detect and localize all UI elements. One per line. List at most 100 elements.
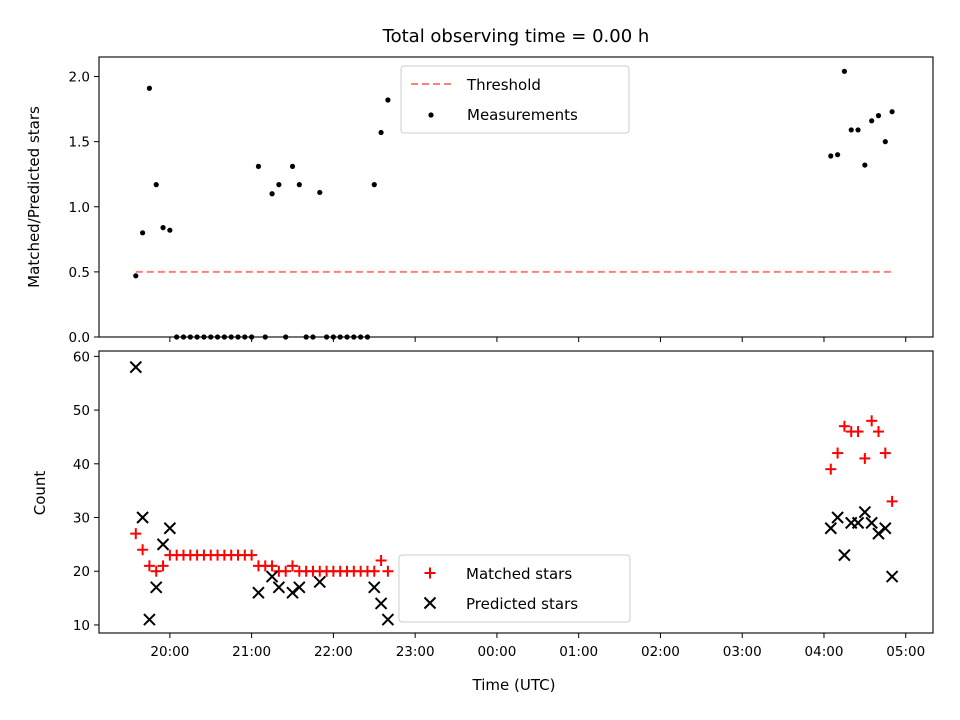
predicted-point <box>293 581 306 594</box>
matched-point <box>872 426 884 438</box>
measurement-point <box>371 182 377 188</box>
predicted-point <box>265 570 279 583</box>
predicted-point <box>374 597 388 610</box>
measurement-point <box>385 97 391 103</box>
legend-predicted-label: Predicted stars <box>466 595 578 613</box>
measurement-point <box>140 230 146 236</box>
predicted-point <box>368 581 381 594</box>
measurement-point <box>889 109 895 115</box>
matched-point <box>375 554 387 566</box>
measurement-point <box>296 182 302 188</box>
predicted-point <box>129 360 143 374</box>
predicted-point <box>838 548 851 562</box>
ratio-y-axis-label: Matched/Predicted stars <box>25 106 43 288</box>
count-x-ticks: 20:00 21:00 22:00 23:00 00:00 01:00 02:00 03:00… <box>150 633 925 660</box>
x-tick-label: 00:00 <box>477 644 516 660</box>
predicted-point <box>156 538 170 551</box>
predicted-point <box>824 522 838 535</box>
x-tick-label: 04:00 <box>805 644 844 660</box>
x-tick-label: 21:00 <box>232 644 271 660</box>
matched-point <box>280 565 292 577</box>
ratio-panel-frame <box>98 56 934 338</box>
ratio-legend-frame <box>400 65 630 134</box>
legend-matched-marker <box>424 567 436 579</box>
y-tick-label: 2.0 <box>69 70 90 86</box>
measurement-point <box>160 225 166 231</box>
predicted-point <box>851 516 865 530</box>
measurement-point <box>828 153 834 159</box>
predicted-point <box>879 522 892 535</box>
legend-measurements-label: Measurements <box>467 106 578 124</box>
legend-matched-label: Matched stars <box>466 565 572 583</box>
predicted-point <box>885 570 899 583</box>
measurement-point <box>255 163 262 169</box>
measurement-point <box>835 152 841 158</box>
count-legend: Matched stars Predicted stars <box>398 554 631 623</box>
predicted-point <box>865 516 878 530</box>
predicted-point <box>143 613 156 626</box>
x-axis-label: Time (UTC) <box>472 676 556 694</box>
measurement-point <box>378 129 384 136</box>
count-marks <box>129 360 899 626</box>
x-tick-label: 20:00 <box>150 644 189 660</box>
predicted-point <box>252 586 265 599</box>
predicted-point <box>286 586 299 599</box>
matched-point <box>368 565 380 577</box>
ratio-y-ticks: 0.0 0.5 1.0 1.5 2.0 <box>69 70 99 346</box>
matched-point <box>246 549 258 561</box>
x-tick-label: 03:00 <box>723 644 762 660</box>
matched-point <box>859 452 871 464</box>
measurement-point <box>848 127 854 133</box>
matched-point <box>143 560 155 572</box>
count-y-axis-label: Count <box>31 471 49 516</box>
measurement-point <box>276 182 282 188</box>
legend-predicted-swatch <box>423 596 437 610</box>
y-tick-label: 1.5 <box>69 135 90 151</box>
count-legend-frame <box>398 554 631 623</box>
measurement-point <box>269 191 275 197</box>
measurement-point <box>133 273 139 279</box>
measurement-point <box>317 189 323 196</box>
y-tick-label: 50 <box>73 403 90 419</box>
measurement-point <box>869 118 875 124</box>
x-tick-label: 05:00 <box>886 644 925 660</box>
matched-point <box>832 447 844 459</box>
predicted-point <box>313 575 326 589</box>
measurement-point <box>153 182 159 188</box>
x-tick-label: 02:00 <box>641 644 680 660</box>
measurement-point <box>855 127 861 133</box>
matched-point <box>137 544 149 556</box>
matched-point <box>130 528 142 540</box>
matched-point <box>838 420 850 432</box>
predicted-point <box>163 522 177 535</box>
x-tick-label: 22:00 <box>314 644 353 660</box>
matched-point <box>287 560 299 572</box>
matched-point <box>382 565 394 577</box>
y-tick-label: 60 <box>73 349 90 365</box>
matched-point <box>266 560 278 572</box>
legend-threshold-label: Threshold <box>466 76 541 94</box>
matched-point <box>157 560 169 572</box>
legend-matched-swatch <box>424 567 436 579</box>
y-tick-label: 0.0 <box>69 330 90 346</box>
x-tick-label: 23:00 <box>396 644 435 660</box>
legend-measurements-swatch <box>428 112 434 118</box>
y-tick-label: 40 <box>73 457 90 473</box>
matched-point <box>852 426 864 438</box>
y-tick-label: 20 <box>73 564 90 580</box>
ratio-panel: 0.00.51.01.52.0 Matched/Predicted stars … <box>25 56 934 346</box>
count-panel: 10 20 30 40 50 60 20:00 21:00 22:00 23:00 00:00 01… <box>31 349 934 660</box>
matched-point <box>866 415 878 427</box>
matched-point <box>879 447 891 459</box>
measurement-point <box>862 162 868 168</box>
measurement-point <box>875 113 882 119</box>
predicted-point <box>272 581 286 594</box>
ratio-legend: Threshold Measurements <box>400 65 630 134</box>
predicted-point <box>831 511 844 524</box>
y-tick-label: 10 <box>73 618 90 634</box>
legend-predicted-marker <box>423 596 437 610</box>
matched-point <box>825 463 837 475</box>
matched-point <box>886 495 898 507</box>
count-panel-frame <box>98 350 934 634</box>
